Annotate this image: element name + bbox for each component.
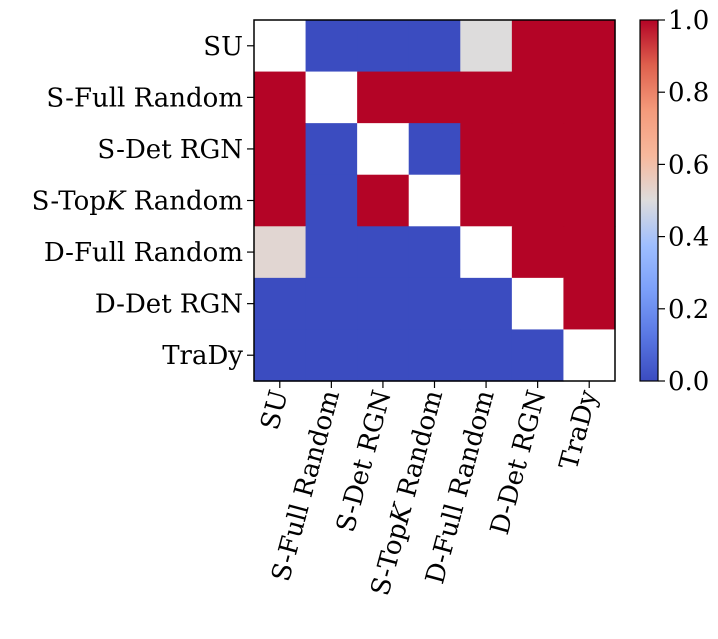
heatmap-cell-r6-c6 [563, 329, 616, 382]
y-tick-label: D-Full Random [44, 238, 243, 268]
heatmap-cell-r5-c6 [563, 277, 616, 331]
heatmap-cell-r2-c1 [305, 123, 358, 176]
heatmap-cell-r3-c0 [254, 174, 307, 227]
colorbar-tick-label: 0.6 [668, 150, 709, 180]
heatmap-cell-r3-c5 [511, 174, 565, 227]
heatmap-cell-r4-c1 [305, 226, 358, 279]
heatmap-cell-r3-c2 [357, 174, 410, 227]
heatmap-cell-r4-c6 [563, 226, 616, 279]
heatmap-cell-r0-c1 [305, 20, 358, 73]
y-tick-label: S-Det RGN [97, 135, 243, 165]
y-axis: SU S-Full Random S-Det RGN S-TopK Random D-F… [32, 32, 254, 371]
heatmap-cell-r1-c5 [511, 71, 565, 124]
heatmap-cell-r5-c0 [254, 277, 307, 331]
colorbar-tick-label: 0.8 [668, 78, 709, 108]
heatmap-cell-r5-c3 [408, 277, 461, 331]
x-tick-label: TraDy [554, 387, 604, 473]
heatmap-cell-r0-c6 [563, 20, 616, 73]
y-tick-label: D-Det RGN [95, 290, 243, 320]
colorbar-tick-label: 0.4 [668, 223, 709, 253]
x-tick-label: SU [255, 387, 294, 433]
heatmap-cell-r1-c2 [357, 71, 410, 124]
heatmap-cell-r1-c4 [460, 71, 513, 124]
y-tick-label: SU [203, 32, 243, 62]
y-tick-label: S-TopK Random [32, 187, 243, 217]
heatmap-cell-r5-c1 [305, 277, 358, 331]
colorbar-tick-label: 0.0 [668, 367, 709, 397]
y-tick-label: TraDy [162, 341, 243, 371]
heatmap-cell-r4-c5 [511, 226, 565, 279]
heatmap-cell-r0-c0 [254, 20, 307, 73]
heatmap-cells [254, 20, 616, 382]
heatmap-cell-r0-c4 [460, 20, 513, 73]
colorbar-tick-label: 1.0 [668, 6, 709, 36]
heatmap-cell-r3-c1 [305, 174, 358, 227]
heatmap-cell-r2-c5 [511, 123, 565, 176]
heatmap-cell-r3-c6 [563, 174, 616, 227]
y-tick-label: S-Full Random [46, 83, 243, 113]
colorbar-axis: 0.0 0.2 0.4 0.6 0.8 1.0 [658, 6, 709, 397]
heatmap-cell-r4-c4 [460, 226, 513, 279]
heatmap-cell-r6-c2 [357, 329, 410, 382]
heatmap-cell-r4-c3 [408, 226, 461, 279]
heatmap-cell-r3-c4 [460, 174, 513, 227]
heatmap-cell-r0-c2 [357, 20, 410, 73]
heatmap-cell-r1-c0 [254, 71, 307, 124]
heatmap-cell-r2-c6 [563, 123, 616, 176]
colorbar [639, 19, 659, 382]
heatmap-cell-r5-c5 [511, 277, 565, 331]
heatmap-cell-r2-c0 [254, 123, 307, 176]
colorbar-tick-label: 0.2 [668, 295, 709, 325]
heatmap-cell-r4-c2 [357, 226, 410, 279]
heatmap-cell-r3-c3 [408, 174, 461, 227]
heatmap-cell-r2-c3 [408, 123, 461, 176]
heatmap-cell-r6-c0 [254, 329, 307, 382]
heatmap-cell-r0-c5 [511, 20, 565, 73]
heatmap-cell-r5-c2 [357, 277, 410, 331]
heatmap-cell-r6-c4 [460, 329, 513, 382]
heatmap-cell-r1-c1 [305, 71, 358, 124]
heatmap-cell-r1-c3 [408, 71, 461, 124]
heatmap-cell-r6-c3 [408, 329, 461, 382]
heatmap-cell-r0-c3 [408, 20, 461, 73]
heatmap-cell-r2-c4 [460, 123, 513, 176]
heatmap-cell-r6-c1 [305, 329, 358, 382]
heatmap-cell-r1-c6 [563, 71, 616, 124]
heatmap-cell-r5-c4 [460, 277, 513, 331]
heatmap-cell-r2-c2 [357, 123, 410, 176]
heatmap-cell-r6-c5 [511, 329, 565, 382]
heatmap-cell-r4-c0 [254, 226, 307, 279]
